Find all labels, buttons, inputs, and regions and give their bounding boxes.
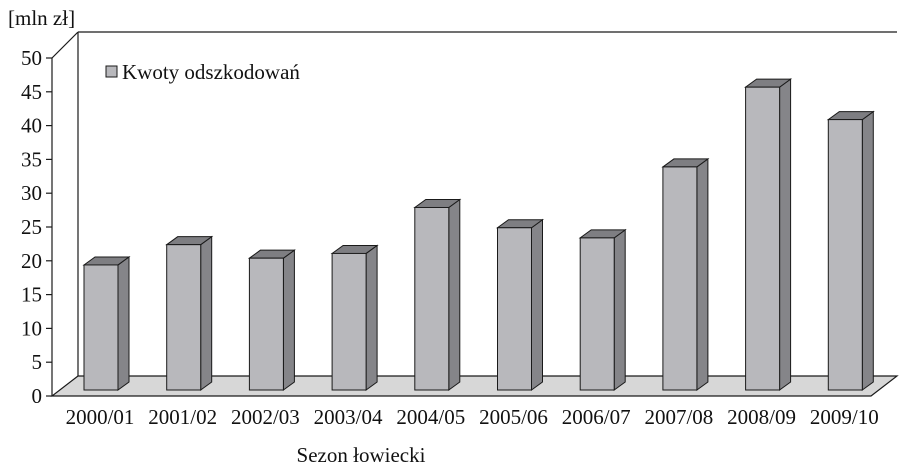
bar-front-face <box>497 227 532 391</box>
bar <box>495 218 545 391</box>
x-tick-label: 2003/04 <box>314 405 383 429</box>
bar <box>744 78 793 391</box>
bar-side-face <box>365 244 378 391</box>
bar-side-face <box>200 235 213 391</box>
x-tick-label: 2006/07 <box>562 405 631 429</box>
y-axis-unit-label: [mln zł] <box>8 6 75 30</box>
bar-side-face <box>531 218 543 391</box>
y-tick-label: 15 <box>21 283 42 307</box>
x-axis-title: Sezon łowiecki <box>297 443 426 466</box>
y-tick-label: 40 <box>21 114 42 138</box>
bar <box>826 110 875 391</box>
bar-side-face <box>282 249 295 391</box>
bar-front-face <box>166 244 202 391</box>
bar-front-face <box>248 257 284 391</box>
x-tick-label: 2007/08 <box>644 405 713 429</box>
bar <box>165 235 214 391</box>
bar-front-face <box>745 86 781 391</box>
y-tick-label: 20 <box>21 249 42 273</box>
bar-front-face <box>83 264 119 391</box>
y-tick-label: 30 <box>21 181 42 205</box>
y-tick-label: 45 <box>21 80 42 104</box>
bar-side-face <box>779 78 792 391</box>
x-tick-label: 2000/01 <box>66 405 135 429</box>
x-tick-label: 2005/06 <box>479 405 548 429</box>
bar <box>82 255 131 391</box>
bar <box>661 157 710 391</box>
bar <box>330 244 379 391</box>
bar-front-face <box>827 119 863 391</box>
y-tick-label: 50 <box>21 46 42 70</box>
x-tick-label: 2008/09 <box>727 405 796 429</box>
y-tick-label: 35 <box>21 147 42 171</box>
bars <box>82 78 875 391</box>
legend-label: Kwoty odszkodowań <box>122 60 300 84</box>
legend: Kwoty odszkodowań <box>105 60 300 84</box>
x-tick-label: 2001/02 <box>148 405 217 429</box>
bar-front-face <box>414 206 450 391</box>
bar-front-face <box>662 166 698 391</box>
top-depth-edge <box>51 31 79 59</box>
x-tick-label: 2002/03 <box>231 405 300 429</box>
y-tick-label: 10 <box>21 316 42 340</box>
x-tick-label: 2009/10 <box>810 405 879 429</box>
bar-front-face <box>331 252 367 391</box>
bar-front-face <box>579 237 615 391</box>
y-tick-label: 0 <box>32 384 43 408</box>
y-tick-label: 25 <box>21 215 42 239</box>
y-tick-label: 5 <box>32 350 43 374</box>
bar-side-face <box>613 228 626 391</box>
x-axis: 2000/01 2001/02 2002/03 2003/04 2004/05 2005/… <box>66 405 879 429</box>
bar-side-face <box>861 110 874 391</box>
x-tick-label: 2004/05 <box>396 405 465 429</box>
bar <box>578 228 627 391</box>
legend-swatch <box>105 65 118 78</box>
bar-side-face <box>448 198 461 391</box>
y-axis: 0 5 10 15 20 25 30 35 40 45 50 <box>21 46 52 408</box>
bar <box>247 249 296 391</box>
bar-side-face <box>117 255 130 391</box>
bar <box>413 198 462 391</box>
bar-side-face <box>696 157 709 391</box>
